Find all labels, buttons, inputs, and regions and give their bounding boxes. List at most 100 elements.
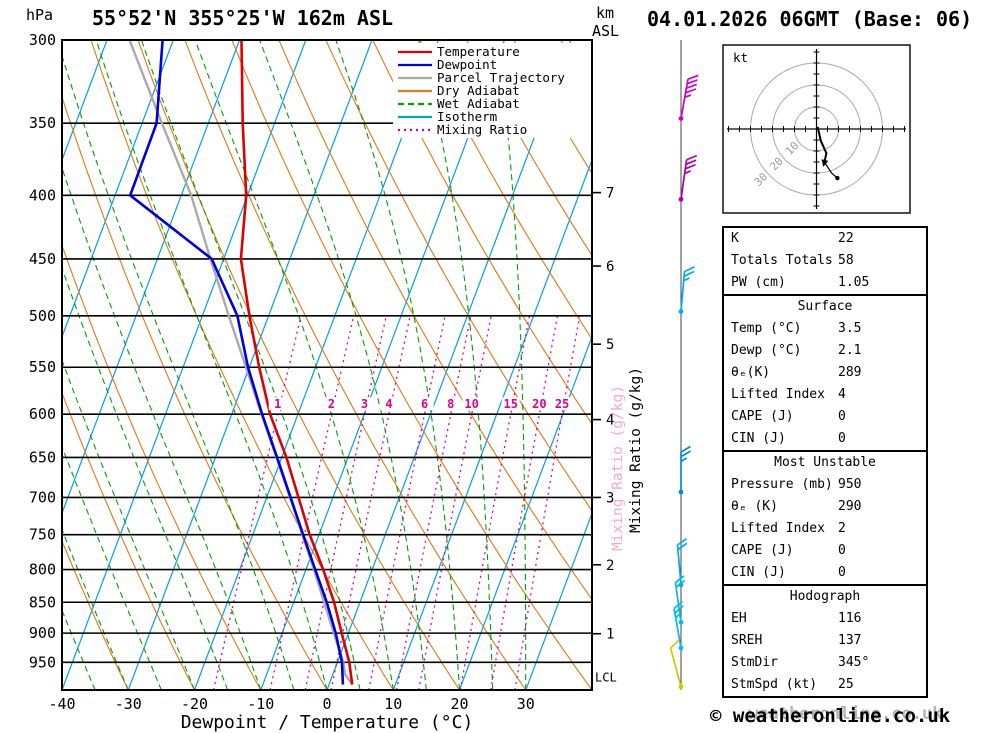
index-value: 2: [838, 521, 846, 536]
table-section: Hodograph EH 116 SREH 137 StmDir 345° StmSpd (k…: [722, 584, 928, 698]
wind-barb: [669, 647, 682, 687]
km-tick-label: 5: [606, 337, 614, 353]
wind-barbs: [669, 40, 699, 690]
legend-item: Temperature: [398, 44, 520, 59]
index-value: 25: [838, 677, 854, 692]
pressure-tick-label: 300: [29, 31, 56, 49]
isotherm-line: [392, 158, 592, 690]
legend-item: Dry Adiabat: [398, 83, 520, 98]
pressure-tick-label: 500: [29, 307, 56, 325]
watermark-text: weatheronline.co.uk: [748, 704, 943, 724]
mixing-ratio-labels: 1 2 3 4 6 8 10 15 20 25: [268, 397, 572, 411]
pressure-tick-label: 800: [29, 561, 56, 579]
index-value: 345°: [838, 655, 870, 670]
index-value: 0: [838, 565, 846, 580]
table-section-title: Most Unstable: [774, 455, 876, 470]
legend-label: Dewpoint: [437, 57, 497, 72]
hodograph-trace: [816, 126, 828, 163]
wet-adiabat-line: [95, 40, 328, 690]
index-name: EH: [731, 611, 747, 626]
mixing-ratio-value-label: 6: [421, 397, 428, 411]
pressure-tick-label: 700: [29, 488, 56, 506]
legend-label: Isotherm: [437, 109, 497, 124]
temperature-curve: [239, 40, 354, 685]
mixing-ratio-line: [304, 315, 387, 690]
temperature-tick-labels: -40 -30 -20 -10 0 10 20 30: [48, 695, 534, 713]
table-row: StmDir 345°: [724, 652, 926, 674]
wet-adiabat-line: [62, 166, 262, 690]
isotherm-line: [62, 40, 307, 690]
mixing-ratio-line: [330, 315, 411, 690]
table-row: Lifted Index 2: [724, 518, 926, 540]
wind-barb: [680, 159, 688, 200]
index-name: θₑ(K): [731, 365, 771, 380]
table-row: StmSpd (kt) 25: [724, 674, 926, 696]
legend-item: Mixing Ratio: [398, 122, 527, 137]
profiles: [128, 40, 354, 686]
index-name: Temp (°C): [731, 321, 802, 336]
legend-label: Wet Adiabat: [437, 96, 520, 111]
table-row: Pressure (mb) 950: [724, 474, 926, 496]
pressure-tick-label: 600: [29, 405, 56, 423]
dry-adiabat-line: [419, 40, 592, 340]
wind-barb: [680, 79, 689, 119]
index-value: 0: [838, 543, 846, 558]
pressure-tick-label: 750: [29, 526, 56, 544]
km-ticks: 1 2 3 4 5 6 7: [592, 186, 614, 643]
table-row: CAPE (J) 0: [724, 406, 926, 428]
isotherm-line: [326, 40, 572, 690]
index-name: StmDir: [731, 655, 778, 670]
isotherm-line: [62, 40, 108, 162]
index-name: Totals Totals: [731, 253, 833, 268]
mixing-ratio-line: [269, 315, 355, 690]
km-tick-label: 6: [606, 259, 614, 275]
temperature-tick-label: 30: [517, 695, 535, 713]
km-tick-label: 3: [606, 490, 614, 506]
mixing-ratio-value-label: 10: [464, 397, 478, 411]
table-row: Totals Totals 58: [724, 250, 926, 272]
table-row: SREH 137: [724, 630, 926, 652]
run-datetime: 04.01.2026 06GMT (Base: 06): [647, 7, 973, 31]
table-row: CAPE (J) 0: [724, 540, 926, 562]
km-tick-label: 2: [606, 558, 614, 574]
index-name: CIN (J): [731, 431, 786, 446]
dry-adiabat-line: [466, 40, 592, 257]
index-value: 116: [838, 611, 862, 626]
index-name: CAPE (J): [731, 409, 794, 424]
index-name: StmSpd (kt): [731, 677, 818, 692]
legend-item: Dewpoint: [398, 57, 497, 72]
table-row: θₑ (K) 290: [724, 496, 926, 518]
pressure-tick-label: 350: [29, 114, 56, 132]
isotherm-line: [458, 335, 592, 690]
legend-item: Wet Adiabat: [398, 96, 520, 111]
table-row: Temp (°C) 3.5: [724, 318, 926, 340]
table-row: CIN (J) 0: [724, 562, 926, 584]
table-row: K 22: [724, 228, 926, 250]
hodograph-trace-arrow: [821, 159, 829, 167]
wet-adiabat-line: [62, 53, 295, 690]
legend-item: Isotherm: [398, 109, 497, 124]
km-axis-label: km: [596, 4, 615, 22]
mixing-ratio-value-label: 8: [447, 397, 454, 411]
index-value: 290: [838, 499, 862, 514]
isotherm-line: [127, 40, 373, 690]
table-section: K 22 Totals Totals 58 PW (cm) 1.05: [722, 226, 928, 296]
index-name: Lifted Index: [731, 521, 825, 536]
temperature-tick-label: -10: [247, 695, 274, 713]
mixing-ratio-value-label: 25: [555, 397, 569, 411]
legend-label: Parcel Trajectory: [437, 70, 565, 85]
index-value: 137: [838, 633, 862, 648]
pressure-tick-label: 400: [29, 186, 56, 204]
isotherm-line: [260, 40, 506, 690]
wet-adiabat-line: [62, 528, 129, 690]
index-name: K: [731, 231, 739, 246]
indices-table: K 22 Totals Totals 58 PW (cm) 1.05 Surface Temp…: [722, 226, 928, 698]
mixing-ratio-line: [212, 315, 302, 690]
index-value: 0: [838, 409, 846, 424]
index-name: CAPE (J): [731, 543, 794, 558]
wind-barb: [673, 608, 682, 649]
table-row: EH 116: [724, 608, 926, 630]
